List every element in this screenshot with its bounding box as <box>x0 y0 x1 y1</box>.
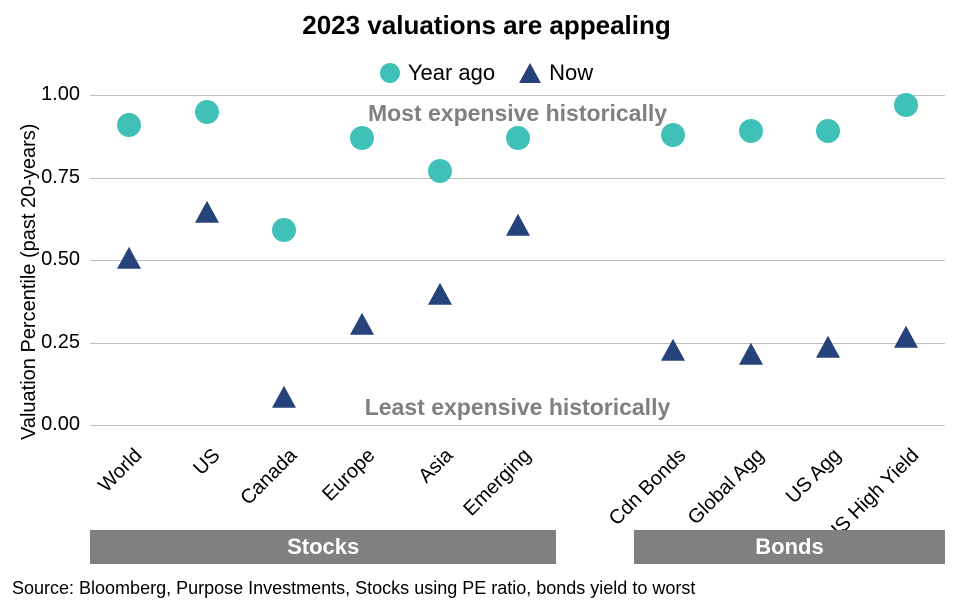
data-point <box>506 126 530 150</box>
y-tick-label: 0.25 <box>30 331 80 354</box>
source-text: Source: Bloomberg, Purpose Investments, … <box>12 578 695 599</box>
plot-area: Most expensive historically Least expensi… <box>90 95 945 425</box>
data-point <box>428 159 452 183</box>
legend-item-now: Now <box>519 60 593 86</box>
data-point <box>195 201 219 223</box>
data-point <box>428 283 452 305</box>
data-point <box>272 218 296 242</box>
chart-annotation: Most expensive historically <box>90 100 945 127</box>
data-point <box>117 247 141 269</box>
y-tick-label: 0.00 <box>30 413 80 436</box>
y-tick-label: 0.50 <box>30 248 80 271</box>
gridline <box>90 260 945 261</box>
data-point <box>816 336 840 358</box>
legend-label: Now <box>549 60 593 86</box>
legend-label: Year ago <box>408 60 495 86</box>
gridline <box>90 178 945 179</box>
data-point <box>739 342 763 364</box>
circle-icon <box>380 63 400 83</box>
data-point <box>350 313 374 335</box>
data-point <box>506 214 530 236</box>
y-tick-label: 1.00 <box>30 83 80 106</box>
group-bar-stocks: Stocks <box>90 530 556 564</box>
chart-canvas: 2023 valuations are appealing Year ago No… <box>0 0 973 607</box>
chart-annotation: Least expensive historically <box>90 394 945 421</box>
data-point <box>894 326 918 348</box>
legend-item-year_ago: Year ago <box>380 60 495 86</box>
group-bar-bonds: Bonds <box>634 530 945 564</box>
triangle-icon <box>519 63 541 83</box>
gridline <box>90 425 945 426</box>
chart-title: 2023 valuations are appealing <box>0 10 973 41</box>
data-point <box>661 339 685 361</box>
gridline <box>90 95 945 96</box>
chart-legend: Year ago Now <box>0 60 973 86</box>
data-point <box>350 126 374 150</box>
y-tick-label: 0.75 <box>30 166 80 189</box>
